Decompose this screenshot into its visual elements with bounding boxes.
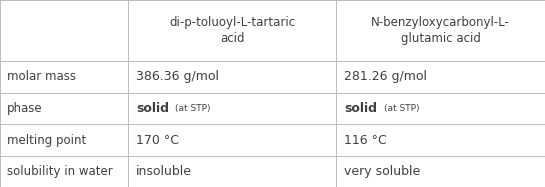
Text: molar mass: molar mass xyxy=(7,70,76,83)
Text: insoluble: insoluble xyxy=(136,165,192,178)
Text: very soluble: very soluble xyxy=(344,165,421,178)
Text: solid: solid xyxy=(344,102,378,115)
Text: 116 °C: 116 °C xyxy=(344,134,387,147)
Text: (at STP): (at STP) xyxy=(384,104,419,113)
Text: solubility in water: solubility in water xyxy=(7,165,112,178)
Text: phase: phase xyxy=(7,102,42,115)
Text: 386.36 g/mol: 386.36 g/mol xyxy=(136,70,219,83)
Text: di-p-toluoyl-L-tartaric
acid: di-p-toluoyl-L-tartaric acid xyxy=(169,16,295,45)
Text: (at STP): (at STP) xyxy=(175,104,211,113)
Text: 170 °C: 170 °C xyxy=(136,134,179,147)
Text: melting point: melting point xyxy=(7,134,86,147)
Text: N-benzyloxycarbonyl-L-
glutamic acid: N-benzyloxycarbonyl-L- glutamic acid xyxy=(371,16,510,45)
Text: solid: solid xyxy=(136,102,169,115)
Text: 281.26 g/mol: 281.26 g/mol xyxy=(344,70,427,83)
